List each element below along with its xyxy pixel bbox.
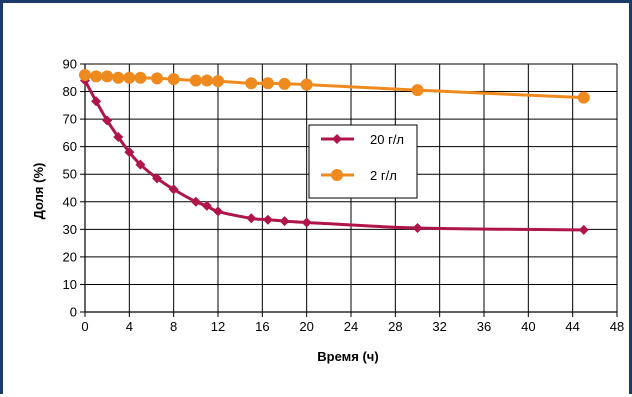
data-point bbox=[167, 73, 180, 86]
data-point bbox=[135, 159, 146, 170]
x-tick-label: 16 bbox=[255, 319, 269, 334]
data-point bbox=[90, 70, 103, 83]
data-point bbox=[301, 217, 312, 228]
series-layer bbox=[79, 69, 590, 235]
x-tick-label: 4 bbox=[126, 319, 133, 334]
data-point bbox=[261, 77, 274, 90]
x-tick-label: 20 bbox=[299, 319, 313, 334]
x-tick-label: 8 bbox=[170, 319, 177, 334]
data-point bbox=[113, 132, 124, 143]
series-1 bbox=[80, 75, 589, 235]
x-tick-label: 0 bbox=[81, 319, 88, 334]
data-point bbox=[578, 224, 589, 235]
data-point bbox=[300, 78, 313, 91]
data-point bbox=[278, 77, 291, 90]
data-point bbox=[168, 184, 179, 195]
y-tick-label: 10 bbox=[63, 277, 77, 292]
data-point bbox=[124, 147, 135, 158]
x-tick-label: 48 bbox=[610, 319, 624, 334]
data-point bbox=[279, 216, 290, 227]
data-point bbox=[245, 77, 258, 90]
y-tick-label: 0 bbox=[70, 305, 77, 320]
x-tick-label: 28 bbox=[388, 319, 402, 334]
data-point bbox=[412, 222, 423, 233]
data-point bbox=[246, 213, 257, 224]
legend-box bbox=[308, 124, 418, 199]
y-tick-label: 20 bbox=[63, 249, 77, 264]
axes bbox=[80, 63, 618, 317]
legend-marker-series-2 bbox=[331, 169, 343, 181]
data-point bbox=[151, 72, 164, 85]
data-point bbox=[101, 70, 114, 83]
y-tick-label: 90 bbox=[63, 57, 77, 72]
y-tick-label: 40 bbox=[63, 194, 77, 209]
x-tick-label: 12 bbox=[211, 319, 225, 334]
y-tick-label: 60 bbox=[63, 139, 77, 154]
data-point bbox=[262, 214, 273, 225]
data-point bbox=[213, 206, 223, 217]
data-point bbox=[91, 96, 102, 107]
y-tick-label: 70 bbox=[63, 112, 77, 127]
legend-marker-series-1 bbox=[332, 134, 342, 144]
legend: 20 г/л 2 г/л bbox=[308, 124, 418, 199]
data-point bbox=[411, 84, 424, 97]
data-point bbox=[102, 115, 113, 126]
x-tick-label: 40 bbox=[521, 319, 535, 334]
x-tick-label: 36 bbox=[477, 319, 491, 334]
x-tick-label: 32 bbox=[432, 319, 446, 334]
data-point bbox=[134, 71, 147, 84]
x-axis-title: Время (ч) bbox=[317, 349, 378, 364]
x-tick-label: 24 bbox=[344, 319, 358, 334]
data-point bbox=[577, 91, 590, 104]
y-axis-title: Доля (%) bbox=[31, 163, 46, 220]
data-point bbox=[123, 71, 136, 84]
data-point bbox=[112, 71, 125, 84]
data-point bbox=[79, 69, 91, 82]
data-point bbox=[190, 196, 201, 207]
data-point bbox=[212, 75, 224, 88]
y-tick-label: 80 bbox=[63, 84, 77, 99]
data-point bbox=[189, 74, 202, 87]
series-2 bbox=[79, 69, 590, 104]
legend-label-series-2: 2 г/л bbox=[370, 168, 397, 183]
data-point bbox=[200, 74, 213, 87]
x-tick-label: 44 bbox=[565, 319, 579, 334]
y-tick-label: 50 bbox=[63, 167, 77, 182]
legend-label-series-1: 20 г/л bbox=[370, 132, 404, 147]
data-point bbox=[152, 173, 163, 184]
data-point bbox=[201, 200, 212, 211]
y-tick-label: 30 bbox=[63, 222, 77, 237]
